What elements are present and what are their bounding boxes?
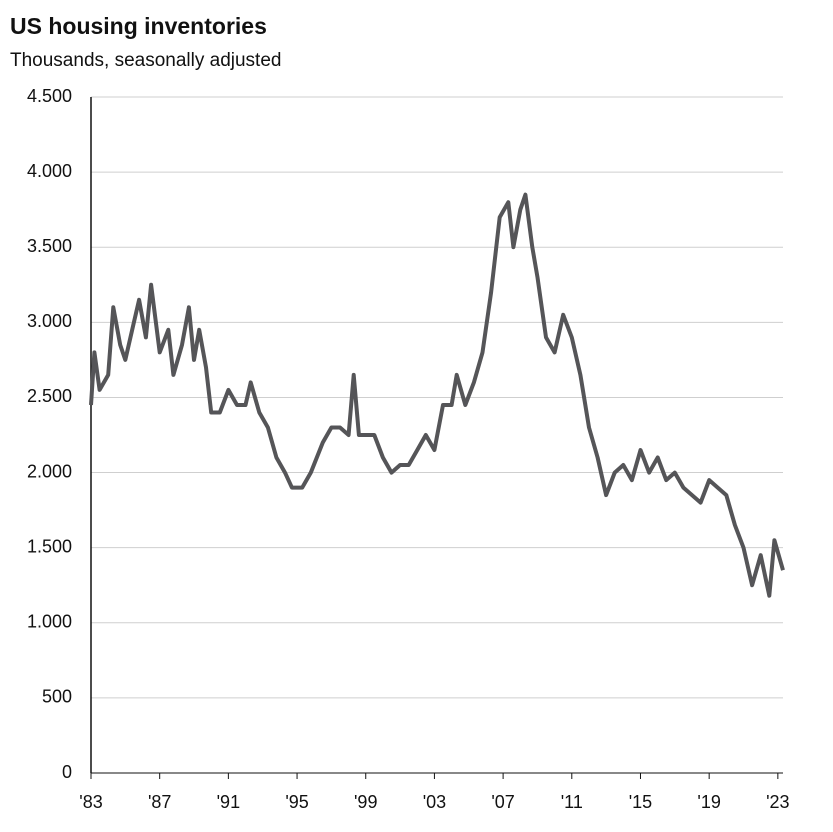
x-tick-label: '15 [629,792,652,812]
x-tick-label: '99 [354,792,377,812]
y-tick-label: 1.000 [27,612,72,632]
x-tick-label: '11 [561,792,583,812]
y-tick-label: 3.000 [27,311,72,331]
y-tick-label: 0 [62,762,72,782]
y-tick-label: 2.500 [27,386,72,406]
x-tick-label: '91 [217,792,240,812]
x-tick-label: '95 [285,792,308,812]
y-tick-label: 4.500 [27,86,72,106]
y-tick-label: 500 [42,687,72,707]
x-tick-label: '87 [148,792,171,812]
x-tick-label: '07 [491,792,514,812]
y-tick-label: 2.000 [27,461,72,481]
y-tick-label: 1.500 [27,536,72,556]
y-tick-label: 3.500 [27,236,72,256]
chart-subtitle: Thousands, seasonally adjusted [10,50,281,71]
x-tick-label: '83 [79,792,102,812]
data-line [89,192,785,598]
x-tick-label: '23 [766,792,789,812]
x-tick-label: '03 [423,792,446,812]
x-tick-label: '19 [697,792,720,812]
chart-title: US housing inventories [10,13,267,39]
y-tick-label: 4.000 [27,161,72,181]
